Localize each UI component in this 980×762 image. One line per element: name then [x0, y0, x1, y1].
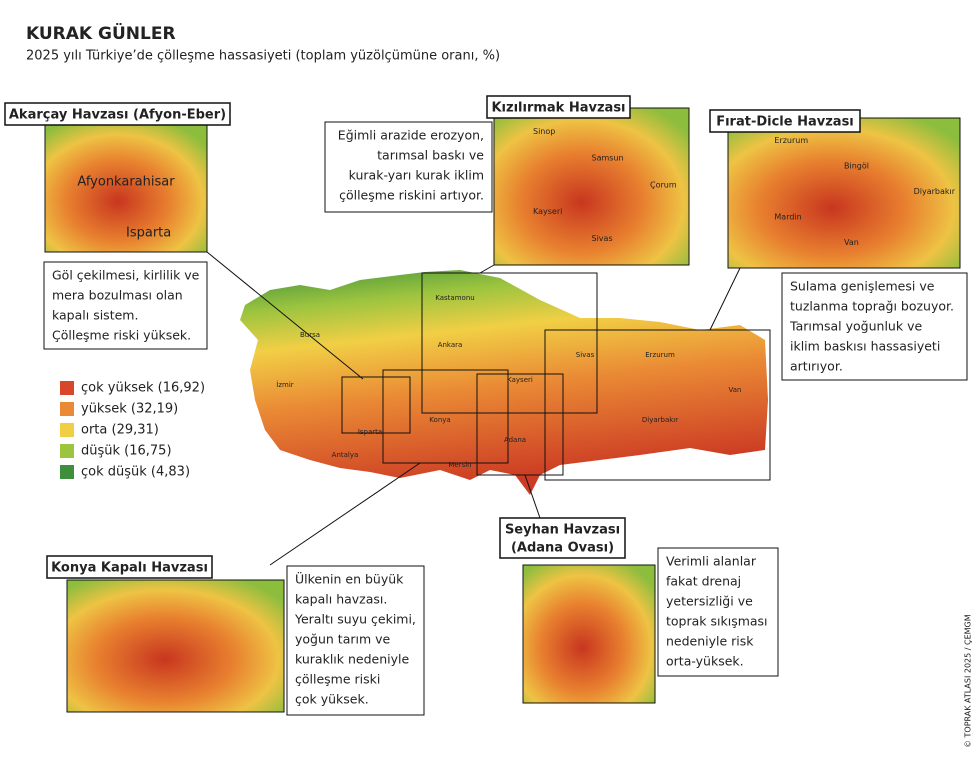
- seyhan-outline: [476, 373, 564, 476]
- legend-swatch: [60, 444, 74, 458]
- map-place: Erzurum: [645, 351, 675, 359]
- description-line: yetersizliği ve: [666, 594, 753, 609]
- description-box: [286, 565, 425, 716]
- firat-outline: [544, 329, 771, 481]
- description-line: çölleşme riskini artıyor.: [339, 188, 484, 203]
- description-line: artırıyor.: [790, 359, 843, 374]
- map-place: Kastamonu: [435, 294, 474, 302]
- inset-map: [522, 564, 656, 704]
- inset-map: [44, 124, 208, 253]
- connector: [709, 267, 741, 331]
- map-place: Ankara: [438, 341, 463, 349]
- description-line: çok yüksek.: [295, 692, 369, 707]
- inset-place: Isparta: [126, 225, 171, 240]
- konya-outline: [382, 369, 509, 464]
- description-box: [657, 547, 779, 677]
- description-line: çölleşme riski: [295, 672, 380, 687]
- description-box: [43, 261, 208, 350]
- inset-place: Diyarbakır: [914, 187, 956, 196]
- map-place: Diyarbakır: [642, 416, 678, 424]
- inset-map: [66, 579, 285, 713]
- inset-place: Sinop: [533, 127, 555, 136]
- legend-swatch: [60, 381, 74, 395]
- panel-title-box: [4, 102, 231, 126]
- map-place: Mersin: [448, 461, 471, 469]
- description-line: Göl çekilmesi, kirlilik ve: [52, 268, 200, 283]
- map-place: İzmir: [276, 380, 294, 389]
- description-box: [324, 121, 493, 213]
- map-place: Konya: [429, 416, 450, 424]
- description-line: tarımsal baskı ve: [377, 148, 484, 163]
- panel-title: Fırat-Dicle Havzası: [716, 115, 854, 130]
- legend-swatch: [60, 465, 74, 479]
- legend-label: düşük (16,75): [81, 444, 172, 459]
- map-place: Van: [729, 386, 742, 394]
- turkey-map: [240, 270, 768, 495]
- panel-title-box: [709, 109, 861, 133]
- description-line: Tarımsal yoğunluk ve: [789, 319, 922, 334]
- description-line: yoğun tarım ve: [295, 632, 391, 647]
- map-place: Bursa: [300, 331, 320, 339]
- inset-place: Çorum: [650, 180, 677, 189]
- title: KURAK GÜNLER: [26, 22, 176, 44]
- description-line: kapalı sistem.: [52, 308, 138, 323]
- region-outlines: [206, 251, 771, 566]
- map-place: Antalya: [332, 451, 359, 459]
- description-line: Eğimli arazide erozyon,: [338, 128, 484, 143]
- description-line: mera bozulması olan: [52, 288, 183, 303]
- description-line: toprak sıkışması: [666, 614, 768, 629]
- description-box: [781, 272, 968, 381]
- map-place: Adana: [504, 436, 526, 444]
- panel-title: Konya Kapalı Havzası: [51, 561, 208, 576]
- panel-title-box: [486, 95, 631, 119]
- subtitle: 2025 yılı Türkiye’de çölleşme hassasiyet…: [26, 49, 500, 64]
- panel-title: Seyhan Havzası: [505, 523, 620, 538]
- kizilirmak-outline: [421, 272, 598, 414]
- description-line: tuzlanma toprağı bozuyor.: [790, 299, 954, 314]
- description-line: Verimli alanlar: [666, 554, 757, 569]
- description-line: kuraklık nedeniyle: [295, 652, 409, 667]
- description-line: kurak-yarı kurak iklim: [349, 168, 484, 183]
- legend-swatch: [60, 402, 74, 416]
- description-line: Ülkenin en büyük: [295, 571, 404, 587]
- description-line: orta-yüksek.: [666, 654, 744, 669]
- map-place: Sivas: [576, 351, 595, 359]
- inset-place: Mardin: [774, 213, 801, 222]
- inset-place: Bingöl: [844, 162, 869, 171]
- description-line: Sulama genişlemesi ve: [790, 279, 935, 294]
- panel-title: Kızılırmak Havzası: [491, 101, 625, 116]
- connector: [479, 264, 495, 274]
- inset-place: Samsun: [592, 154, 624, 163]
- panel-title-box: [46, 555, 213, 579]
- inset-place: Afyonkarahisar: [77, 175, 175, 190]
- description-line: nedeniyle risk: [666, 634, 754, 649]
- connector: [206, 251, 364, 380]
- description-line: Çölleşme riski yüksek.: [52, 328, 191, 343]
- inset-map: [493, 107, 690, 266]
- inset-place: Kayseri: [533, 207, 562, 216]
- akarcay-outline: [341, 376, 411, 434]
- map-place: Isparta: [358, 428, 382, 436]
- description-line: Yeraltı suyu çekimi,: [294, 612, 416, 627]
- credit: © TOPRAK ATLASI 2025 / ÇEMGM: [964, 614, 973, 748]
- panel-title: (Adana Ovası): [511, 541, 614, 556]
- inset-place: Van: [844, 238, 859, 247]
- legend-label: çok yüksek (16,92): [81, 381, 205, 396]
- panel-title-box: [499, 517, 626, 559]
- description-line: iklim baskısı hassasiyeti: [790, 339, 940, 354]
- description-line: fakat drenaj: [666, 574, 741, 589]
- inset-place: Sivas: [592, 234, 613, 243]
- legend-label: çok düşük (4,83): [81, 465, 190, 480]
- connector: [269, 462, 421, 566]
- map-place: Kayseri: [507, 376, 533, 384]
- description-line: kapalı havzası.: [295, 592, 387, 607]
- legend-label: orta (29,31): [81, 423, 159, 438]
- inset-place: Erzurum: [774, 136, 808, 145]
- connector: [524, 474, 541, 519]
- legend-swatch: [60, 423, 74, 437]
- legend-label: yüksek (32,19): [81, 402, 178, 417]
- panel-title: Akarçay Havzası (Afyon-Eber): [9, 108, 226, 123]
